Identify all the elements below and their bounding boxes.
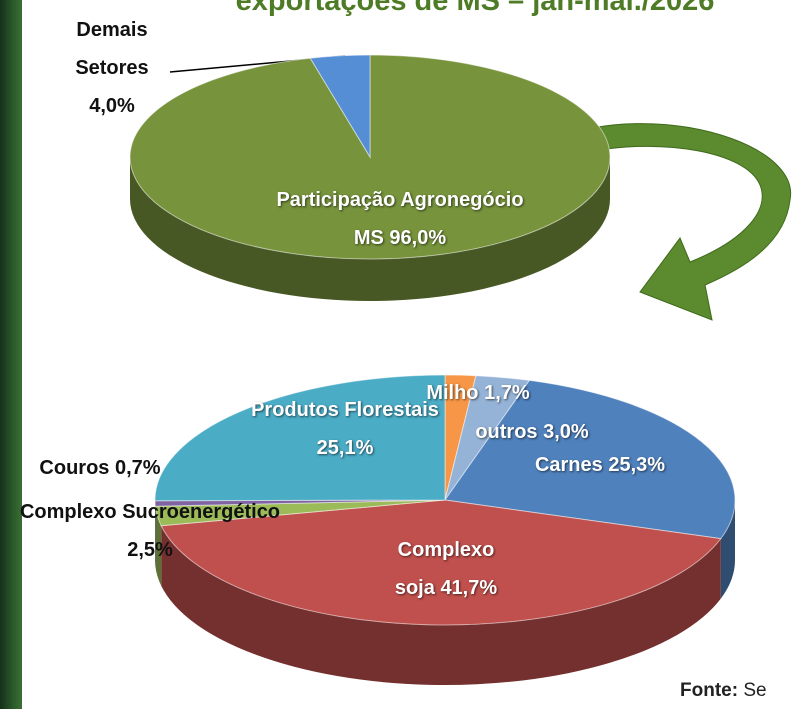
category-name: Couros — [39, 457, 109, 479]
category-name: Produtos Florestais — [251, 399, 439, 421]
slice-label: Demais Setores 4,0% — [57, 11, 167, 125]
value-label: 96,0% — [389, 227, 446, 249]
title: exportações de MS – jan-mai./2026 — [160, 0, 790, 18]
slice-label: Couros 0,7% — [10, 449, 190, 487]
category-name: Complexo Sucroenergético — [20, 501, 280, 523]
slice-label: Complexo Sucroenergético 2,5% — [0, 493, 300, 569]
value-label: 41,7% — [440, 577, 497, 599]
value-label: 1,7% — [484, 382, 530, 404]
value-label: 3,0% — [543, 421, 589, 443]
slice-label: Carnes 25,3% — [500, 446, 700, 484]
category-name: Carnes — [535, 454, 603, 476]
value-label: 0,7% — [115, 457, 161, 479]
footer-text: Se — [743, 680, 766, 701]
category-name: outros — [475, 421, 537, 443]
arrow — [592, 124, 791, 320]
footer-label: Fonte: — [680, 680, 738, 701]
slice-label: Complexo soja 41,7% — [376, 531, 516, 607]
slice-label: Produtos Florestais 25,1% — [245, 391, 445, 467]
value-label: 25,3% — [608, 454, 665, 476]
value-label: 4,0% — [89, 95, 135, 117]
slide: exportações de MS – jan-mai./2026 Fonte:… — [0, 0, 808, 709]
value-label: 2,5% — [127, 539, 173, 561]
footer: Fonte: Se — [680, 680, 767, 702]
value-label: 25,1% — [317, 437, 374, 459]
slice-label: Participação Agronegócio MS 96,0% — [265, 181, 535, 257]
category-name: Demais Setores — [75, 19, 148, 79]
